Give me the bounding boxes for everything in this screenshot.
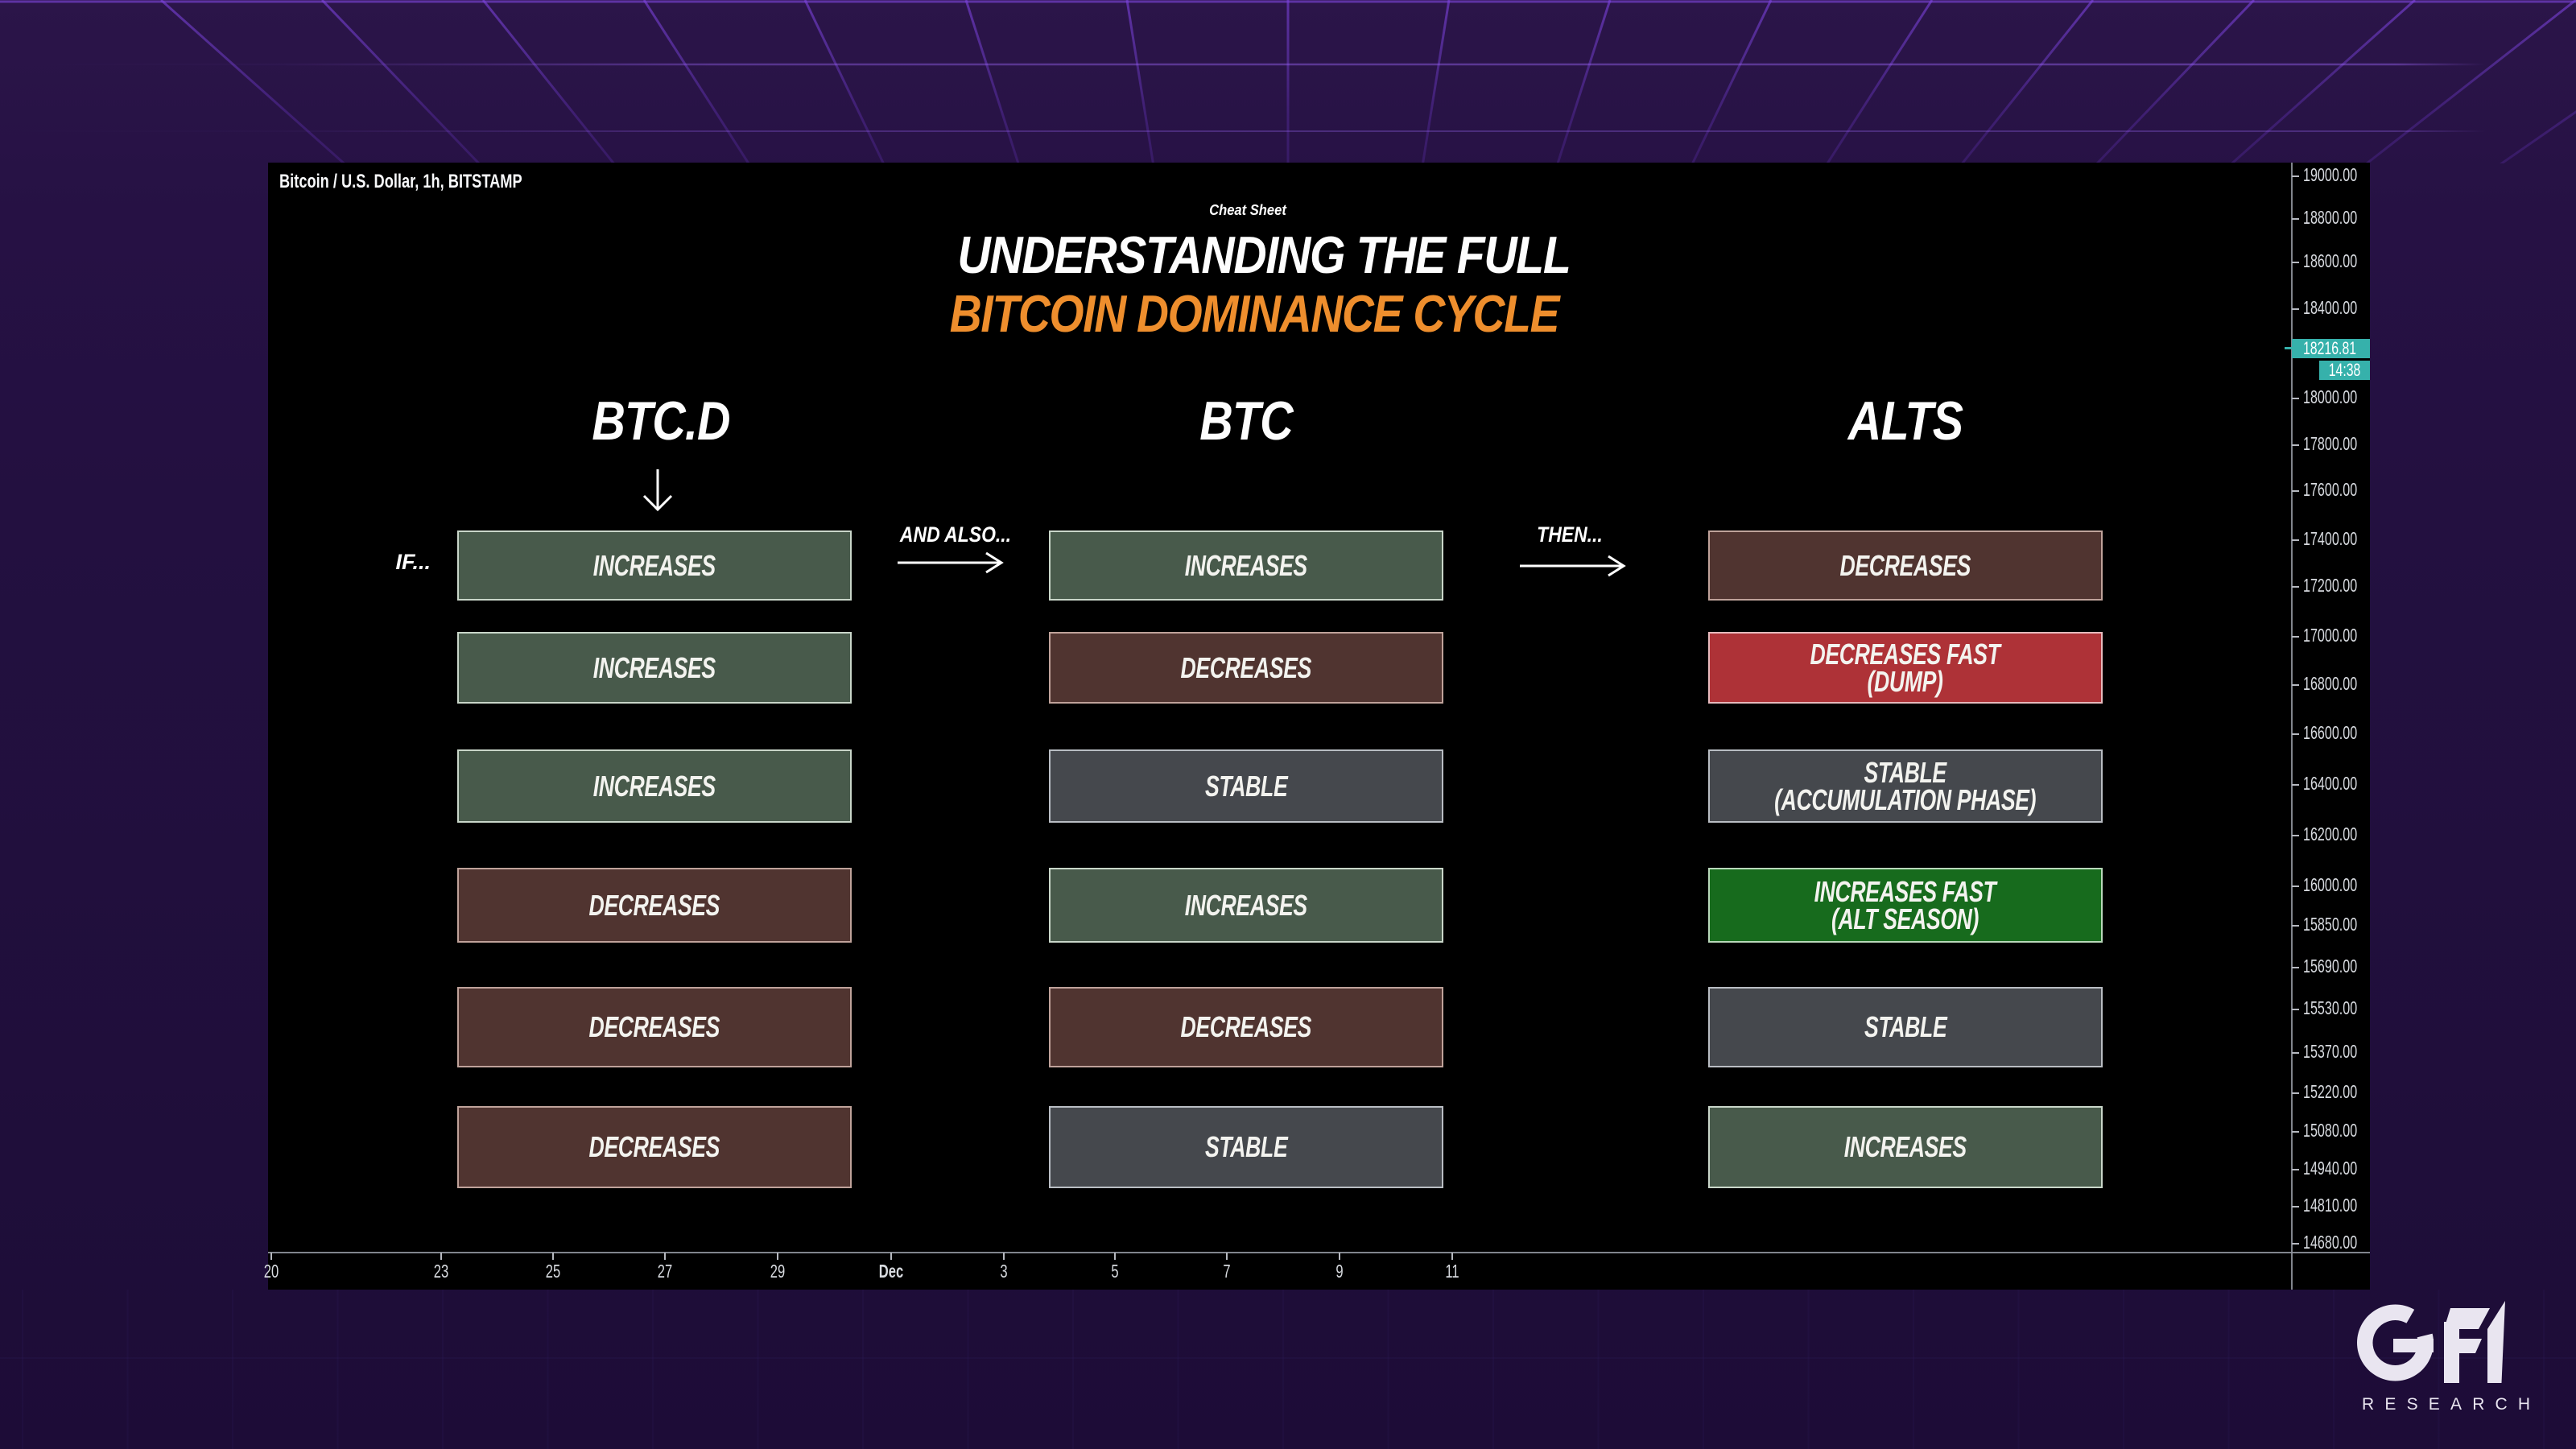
svg-text:RESEARCH: RESEARCH xyxy=(2362,1395,2541,1414)
